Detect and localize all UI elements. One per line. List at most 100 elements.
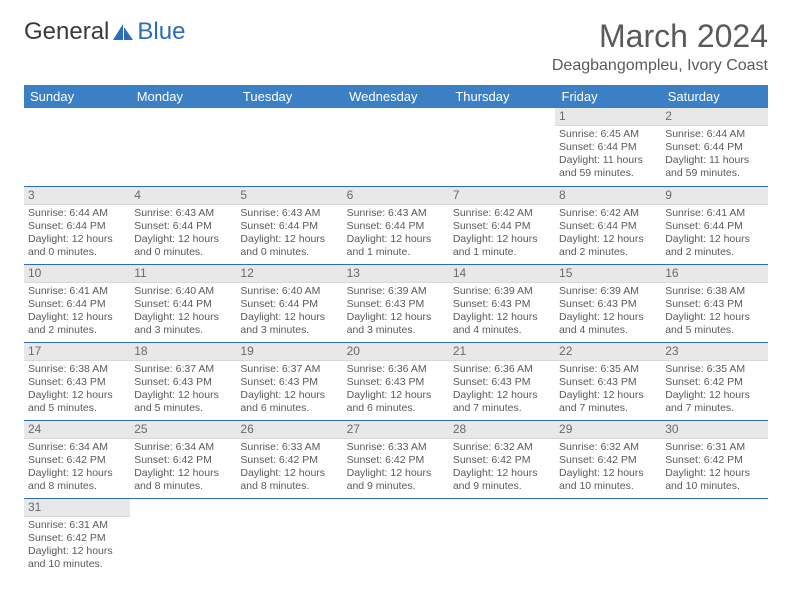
sunrise-text: Sunrise: 6:45 AM — [559, 128, 657, 141]
calendar-cell: 19Sunrise: 6:37 AMSunset: 6:43 PMDayligh… — [236, 342, 342, 420]
cell-body: Sunrise: 6:39 AMSunset: 6:43 PMDaylight:… — [555, 283, 661, 342]
daylight-text: Daylight: 12 hours and 2 minutes. — [28, 311, 126, 337]
daylight-text: Daylight: 11 hours and 59 minutes. — [665, 154, 763, 180]
daylight-text: Daylight: 12 hours and 9 minutes. — [453, 467, 551, 493]
daylight-text: Daylight: 12 hours and 3 minutes. — [240, 311, 338, 337]
sunset-text: Sunset: 6:42 PM — [347, 454, 445, 467]
day-number: 17 — [24, 343, 130, 361]
cell-body: Sunrise: 6:44 AMSunset: 6:44 PMDaylight:… — [24, 205, 130, 264]
day-number: 4 — [130, 187, 236, 205]
daylight-text: Daylight: 12 hours and 8 minutes. — [134, 467, 232, 493]
day-number: 12 — [236, 265, 342, 283]
daylight-text: Daylight: 12 hours and 4 minutes. — [453, 311, 551, 337]
cell-body: Sunrise: 6:33 AMSunset: 6:42 PMDaylight:… — [343, 439, 449, 498]
daylight-text: Daylight: 12 hours and 10 minutes. — [559, 467, 657, 493]
calendar-cell: 1Sunrise: 6:45 AMSunset: 6:44 PMDaylight… — [555, 108, 661, 186]
sunset-text: Sunset: 6:42 PM — [665, 376, 763, 389]
calendar-cell — [449, 498, 555, 576]
sunrise-text: Sunrise: 6:43 AM — [240, 207, 338, 220]
calendar-cell — [449, 108, 555, 186]
empty-cell — [449, 108, 555, 125]
sunset-text: Sunset: 6:44 PM — [240, 298, 338, 311]
cell-body: Sunrise: 6:32 AMSunset: 6:42 PMDaylight:… — [449, 439, 555, 498]
calendar-cell: 2Sunrise: 6:44 AMSunset: 6:44 PMDaylight… — [661, 108, 767, 186]
calendar-week-row: 31Sunrise: 6:31 AMSunset: 6:42 PMDayligh… — [24, 498, 768, 576]
sunrise-text: Sunrise: 6:35 AM — [665, 363, 763, 376]
calendar-cell: 24Sunrise: 6:34 AMSunset: 6:42 PMDayligh… — [24, 420, 130, 498]
day-number: 21 — [449, 343, 555, 361]
title-block: March 2024 Deagbangompleu, Ivory Coast — [552, 18, 768, 79]
cell-body: Sunrise: 6:39 AMSunset: 6:43 PMDaylight:… — [343, 283, 449, 342]
calendar-cell — [343, 498, 449, 576]
calendar-cell: 23Sunrise: 6:35 AMSunset: 6:42 PMDayligh… — [661, 342, 767, 420]
calendar-cell: 25Sunrise: 6:34 AMSunset: 6:42 PMDayligh… — [130, 420, 236, 498]
day-number: 22 — [555, 343, 661, 361]
sunset-text: Sunset: 6:43 PM — [347, 298, 445, 311]
calendar-cell: 28Sunrise: 6:32 AMSunset: 6:42 PMDayligh… — [449, 420, 555, 498]
cell-body: Sunrise: 6:42 AMSunset: 6:44 PMDaylight:… — [555, 205, 661, 264]
day-number: 13 — [343, 265, 449, 283]
calendar-cell: 15Sunrise: 6:39 AMSunset: 6:43 PMDayligh… — [555, 264, 661, 342]
sunset-text: Sunset: 6:44 PM — [28, 220, 126, 233]
sunrise-text: Sunrise: 6:39 AM — [347, 285, 445, 298]
calendar-cell: 29Sunrise: 6:32 AMSunset: 6:42 PMDayligh… — [555, 420, 661, 498]
empty-cell — [343, 108, 449, 125]
daylight-text: Daylight: 12 hours and 9 minutes. — [347, 467, 445, 493]
sunrise-text: Sunrise: 6:37 AM — [134, 363, 232, 376]
day-number: 2 — [661, 108, 767, 126]
sunrise-text: Sunrise: 6:39 AM — [453, 285, 551, 298]
cell-body: Sunrise: 6:45 AMSunset: 6:44 PMDaylight:… — [555, 126, 661, 185]
daylight-text: Daylight: 12 hours and 7 minutes. — [453, 389, 551, 415]
sunset-text: Sunset: 6:43 PM — [453, 298, 551, 311]
daylight-text: Daylight: 12 hours and 5 minutes. — [28, 389, 126, 415]
calendar-cell: 8Sunrise: 6:42 AMSunset: 6:44 PMDaylight… — [555, 186, 661, 264]
calendar-cell: 3Sunrise: 6:44 AMSunset: 6:44 PMDaylight… — [24, 186, 130, 264]
calendar-cell: 21Sunrise: 6:36 AMSunset: 6:43 PMDayligh… — [449, 342, 555, 420]
empty-cell — [661, 499, 767, 516]
day-number: 18 — [130, 343, 236, 361]
weekday-header: Monday — [130, 85, 236, 108]
day-number: 28 — [449, 421, 555, 439]
weekday-header: Sunday — [24, 85, 130, 108]
cell-body: Sunrise: 6:40 AMSunset: 6:44 PMDaylight:… — [236, 283, 342, 342]
daylight-text: Daylight: 12 hours and 1 minute. — [453, 233, 551, 259]
daylight-text: Daylight: 12 hours and 5 minutes. — [665, 311, 763, 337]
sunrise-text: Sunrise: 6:31 AM — [665, 441, 763, 454]
cell-body: Sunrise: 6:35 AMSunset: 6:42 PMDaylight:… — [661, 361, 767, 420]
sunset-text: Sunset: 6:42 PM — [28, 454, 126, 467]
logo-text-a: General — [24, 18, 109, 46]
day-number: 24 — [24, 421, 130, 439]
cell-body: Sunrise: 6:34 AMSunset: 6:42 PMDaylight:… — [130, 439, 236, 498]
calendar-week-row: 3Sunrise: 6:44 AMSunset: 6:44 PMDaylight… — [24, 186, 768, 264]
cell-body: Sunrise: 6:44 AMSunset: 6:44 PMDaylight:… — [661, 126, 767, 185]
day-number: 31 — [24, 499, 130, 517]
sunset-text: Sunset: 6:42 PM — [28, 532, 126, 545]
sunrise-text: Sunrise: 6:42 AM — [559, 207, 657, 220]
sunrise-text: Sunrise: 6:38 AM — [28, 363, 126, 376]
daylight-text: Daylight: 12 hours and 7 minutes. — [665, 389, 763, 415]
daylight-text: Daylight: 12 hours and 7 minutes. — [559, 389, 657, 415]
cell-body: Sunrise: 6:43 AMSunset: 6:44 PMDaylight:… — [236, 205, 342, 264]
day-number: 10 — [24, 265, 130, 283]
sunset-text: Sunset: 6:43 PM — [665, 298, 763, 311]
cell-body: Sunrise: 6:37 AMSunset: 6:43 PMDaylight:… — [130, 361, 236, 420]
cell-body: Sunrise: 6:40 AMSunset: 6:44 PMDaylight:… — [130, 283, 236, 342]
calendar-cell — [661, 498, 767, 576]
sunset-text: Sunset: 6:42 PM — [240, 454, 338, 467]
calendar-cell: 18Sunrise: 6:37 AMSunset: 6:43 PMDayligh… — [130, 342, 236, 420]
calendar-cell: 11Sunrise: 6:40 AMSunset: 6:44 PMDayligh… — [130, 264, 236, 342]
sunrise-text: Sunrise: 6:37 AM — [240, 363, 338, 376]
weekday-header-row: SundayMondayTuesdayWednesdayThursdayFrid… — [24, 85, 768, 108]
empty-cell — [236, 108, 342, 125]
calendar-table: SundayMondayTuesdayWednesdayThursdayFrid… — [24, 85, 768, 576]
daylight-text: Daylight: 12 hours and 1 minute. — [347, 233, 445, 259]
cell-body: Sunrise: 6:43 AMSunset: 6:44 PMDaylight:… — [130, 205, 236, 264]
day-number: 23 — [661, 343, 767, 361]
sunset-text: Sunset: 6:43 PM — [559, 376, 657, 389]
calendar-cell: 10Sunrise: 6:41 AMSunset: 6:44 PMDayligh… — [24, 264, 130, 342]
sunset-text: Sunset: 6:44 PM — [347, 220, 445, 233]
sunset-text: Sunset: 6:43 PM — [347, 376, 445, 389]
calendar-cell: 20Sunrise: 6:36 AMSunset: 6:43 PMDayligh… — [343, 342, 449, 420]
sunset-text: Sunset: 6:44 PM — [134, 220, 232, 233]
cell-body: Sunrise: 6:41 AMSunset: 6:44 PMDaylight:… — [24, 283, 130, 342]
